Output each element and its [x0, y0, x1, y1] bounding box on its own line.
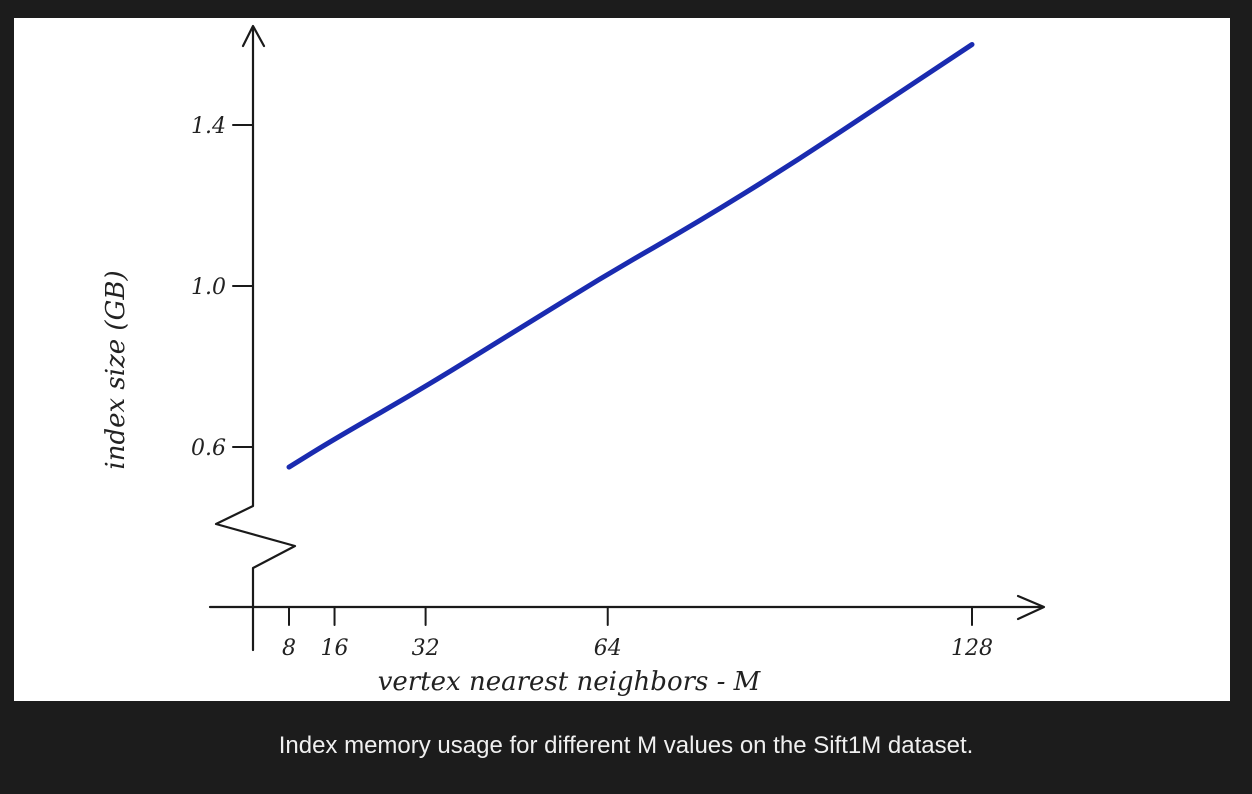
- series-line: [286, 42, 975, 470]
- y-axis-line: [214, 26, 297, 652]
- x-tick-label: 64: [594, 636, 622, 661]
- y-ticks: 0.6 1.0 1.4: [191, 114, 254, 461]
- x-tick-label: 32: [412, 636, 440, 661]
- x-axis-arrow: [1016, 594, 1046, 621]
- y-tick-label: 1.0: [191, 275, 226, 300]
- figure-caption: Index memory usage for different M value…: [278, 732, 974, 759]
- y-tick-label: 1.4: [191, 114, 226, 139]
- y-axis-label: index size (GB): [101, 270, 131, 469]
- x-ticks: 8 16 32 64 128: [282, 606, 993, 661]
- x-tick-label: 16: [321, 636, 349, 661]
- y-axis-arrow: [241, 24, 266, 48]
- x-tick-label: 128: [951, 636, 993, 661]
- line-chart: 0.6 1.0 1.4 8 16 32 64 128 vertex nearest neig…: [101, 24, 1046, 697]
- y-tick-label: 0.6: [191, 436, 226, 461]
- figure-panel: 0.6 1.0 1.4 8 16 32 64 128 vertex nearest neig…: [14, 18, 1230, 701]
- series-group: [286, 42, 975, 470]
- x-axis-label: vertex nearest neighbors - M: [378, 667, 762, 697]
- x-tick-label: 8: [282, 636, 296, 661]
